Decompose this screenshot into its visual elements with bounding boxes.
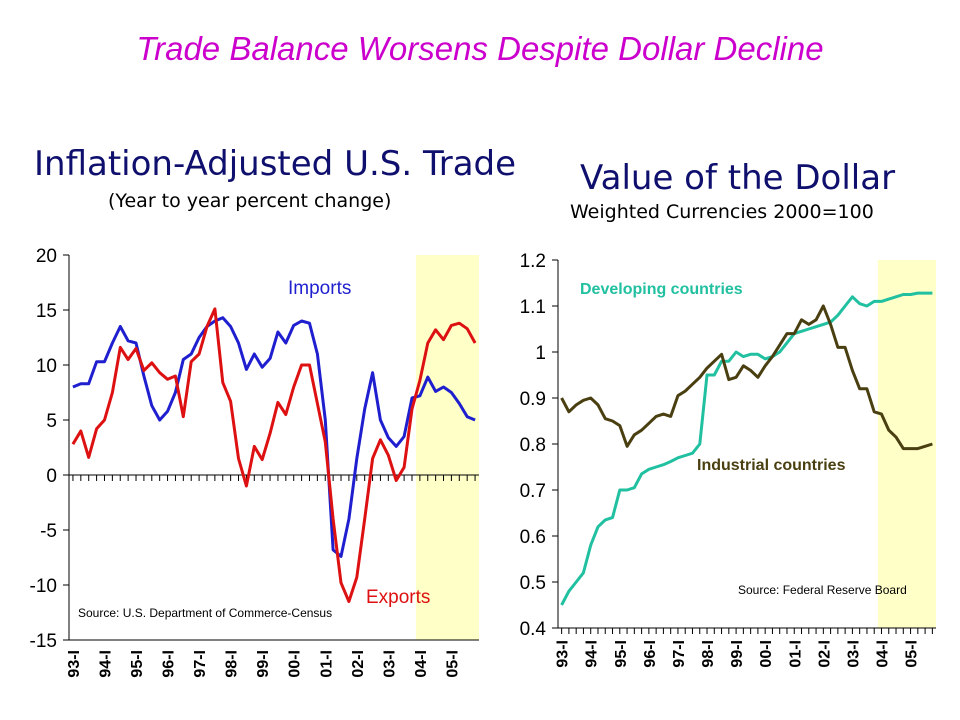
y-tick-label: 1 [535, 343, 546, 364]
imports-label: Imports [288, 278, 351, 299]
x-tick-label: 97-I [192, 650, 209, 678]
shaded-region [415, 255, 479, 640]
y-tick-label: -10 [30, 576, 57, 597]
x-tick-label: 05-I [904, 640, 921, 668]
y-tick-label: -15 [30, 631, 57, 652]
y-tick-label: 1.2 [520, 251, 546, 272]
series-line-developing-countries [560, 291, 933, 606]
shaded-region [877, 260, 936, 628]
source-note: Source: U.S. Department of Commerce-Cens… [78, 606, 332, 620]
dollar-chart-title: Value of the Dollar [580, 158, 896, 198]
x-tick-label: 99-I [729, 640, 746, 668]
y-tick-label: 0.8 [520, 435, 546, 456]
series-line-industrial-countries [560, 304, 933, 451]
x-tick-label: 00-I [758, 640, 775, 668]
developing-countries-label: Developing countries [580, 281, 743, 298]
x-tick-label: 94-I [584, 640, 601, 668]
x-tick-label: 97-I [671, 640, 688, 668]
x-tick-label: 94-I [97, 650, 114, 678]
y-tick-label: 15 [36, 301, 57, 322]
x-tick-label: 98-I [224, 650, 241, 678]
x-tick-label: 01-I [318, 650, 335, 678]
x-tick-label: 04-I [413, 650, 430, 678]
x-tick-label: 95-I [129, 650, 146, 678]
y-tick-label: -5 [40, 521, 57, 542]
x-tick-label: 00-I [287, 650, 304, 678]
y-tick-label: 10 [36, 356, 57, 377]
trade-chart-title: Inflation-Adjusted U.S. Trade [34, 144, 517, 184]
page-title: Trade Balance Worsens Despite Dollar Dec… [136, 30, 824, 67]
x-tick-label: 01-I [787, 640, 804, 668]
chart-0: 20 15 10 5 0 -5 -10 -15 93-I 94-I 95-I 96-I 97-I 98-I… [30, 246, 479, 678]
x-tick-label: 95-I [613, 640, 630, 668]
source-note: Source: Federal Reserve Board [738, 583, 907, 597]
exports-label: Exports [366, 587, 430, 608]
y-tick-label: 0.4 [520, 619, 547, 640]
x-tick-label: 96-I [161, 650, 178, 678]
y-tick-label: 20 [36, 246, 57, 267]
plot-area [69, 255, 479, 640]
y-tick-label: 1.1 [520, 297, 546, 318]
x-tick-label: 93-I [66, 650, 83, 678]
y-tick-label: 0.5 [520, 573, 546, 594]
y-tick-label: 0.7 [520, 481, 546, 502]
x-tick-label: 98-I [700, 640, 717, 668]
y-tick-label: 0.9 [520, 389, 546, 410]
x-tick-label: 03-I [845, 640, 862, 668]
x-tick-label: 93-I [555, 640, 572, 668]
y-tick-label: 0.6 [520, 527, 546, 548]
y-tick-label: 5 [46, 411, 57, 432]
x-tick-label: 02-I [350, 650, 367, 678]
x-tick-label: 02-I [816, 640, 833, 668]
dollar-chart-subtitle: Weighted Currencies 2000=100 [570, 201, 874, 223]
series-line-exports [71, 307, 477, 603]
y-tick-label: 0 [46, 466, 57, 487]
x-tick-label: 03-I [381, 650, 398, 678]
x-tick-label: 99-I [255, 650, 272, 678]
x-tick-label: 04-I [874, 640, 891, 668]
industrial-countries-label: Industrial countries [697, 457, 846, 474]
chart-1: 1.2 1.1 1 0.9 0.8 0.7 0.6 0.5 0.4 93-I 94-I 95-I 96-… [520, 251, 936, 668]
x-tick-label: 05-I [444, 650, 461, 678]
trade-chart-subtitle: (Year to year percent change) [108, 190, 392, 212]
plot-area [558, 260, 936, 628]
x-tick-label: 96-I [642, 640, 659, 668]
